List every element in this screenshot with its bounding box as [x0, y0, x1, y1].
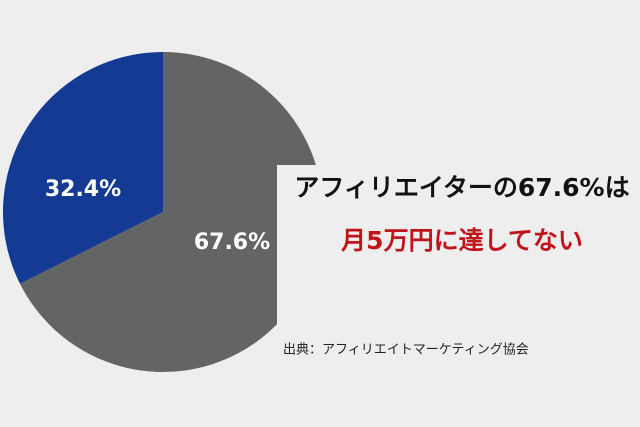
pie-slice: [3, 52, 163, 284]
value-label: 67.6%: [194, 230, 270, 255]
pie-slice: [19, 52, 323, 372]
headline: 月5万円に達してない: [340, 226, 583, 255]
headline: アフィリエイターの67.6%は: [294, 173, 629, 202]
labels: 67.6% 32.4%: [45, 177, 270, 255]
pie: [3, 52, 323, 372]
value-label: 32.4%: [45, 177, 121, 202]
text-panel: [277, 165, 640, 427]
source: 出典：アフィリエイトマーケティング協会: [283, 343, 529, 358]
